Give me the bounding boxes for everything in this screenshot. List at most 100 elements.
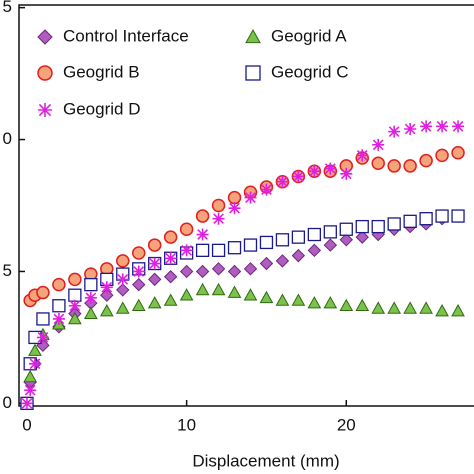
marker — [147, 238, 162, 252]
marker — [68, 288, 82, 302]
marker — [259, 290, 274, 304]
marker — [131, 246, 146, 260]
marker — [23, 369, 38, 383]
marker — [28, 343, 42, 356]
marker — [227, 241, 242, 255]
y-tick-label: 0 — [3, 129, 12, 148]
marker — [404, 122, 417, 135]
marker — [339, 222, 353, 236]
marker — [52, 312, 65, 325]
marker — [211, 243, 226, 257]
marker — [308, 165, 321, 178]
marker — [163, 293, 178, 306]
marker — [147, 272, 162, 287]
marker — [323, 238, 338, 252]
marker — [211, 262, 226, 276]
marker — [115, 301, 130, 314]
marker — [179, 222, 194, 236]
marker — [83, 306, 98, 319]
marker — [52, 277, 66, 292]
marker — [355, 230, 369, 244]
marker — [260, 183, 273, 196]
marker — [451, 303, 465, 317]
x-axis-label: Displacement (mm) — [192, 451, 339, 470]
marker — [355, 219, 369, 234]
marker — [24, 384, 37, 397]
x-tick-label: 10 — [177, 415, 196, 434]
marker — [196, 228, 209, 241]
marker — [419, 301, 433, 314]
marker — [68, 272, 82, 287]
marker — [37, 65, 53, 81]
marker — [245, 28, 261, 44]
marker — [436, 120, 449, 133]
marker — [100, 281, 113, 294]
marker — [339, 298, 354, 312]
marker — [371, 219, 385, 234]
marker — [116, 283, 130, 297]
marker — [37, 29, 53, 45]
marker — [371, 156, 385, 171]
marker — [195, 264, 210, 279]
marker — [451, 145, 465, 160]
marker — [435, 303, 449, 317]
legend-label: Geogrid D — [63, 99, 140, 118]
marker — [387, 159, 401, 173]
marker — [419, 153, 433, 168]
marker — [339, 233, 353, 247]
marker — [163, 230, 178, 244]
y-tick-label: 5 — [3, 0, 12, 16]
x-tick-label: 20 — [337, 415, 356, 434]
marker — [276, 175, 289, 188]
marker — [372, 138, 385, 151]
marker — [323, 225, 337, 239]
marker — [435, 209, 449, 223]
marker — [195, 243, 210, 257]
marker — [227, 264, 242, 279]
marker — [451, 209, 465, 223]
marker — [245, 65, 261, 81]
marker — [180, 244, 193, 257]
marker — [195, 209, 210, 223]
marker — [38, 103, 52, 117]
marker — [387, 301, 402, 314]
marker — [355, 298, 370, 312]
marker — [212, 212, 225, 225]
marker — [195, 282, 210, 296]
marker — [403, 159, 417, 173]
marker — [259, 235, 274, 250]
marker — [147, 296, 162, 309]
marker — [227, 285, 242, 298]
marker — [420, 120, 433, 133]
marker — [68, 311, 82, 325]
marker — [68, 299, 81, 312]
marker — [132, 265, 145, 278]
marker — [179, 264, 194, 279]
marker — [28, 357, 41, 370]
marker — [371, 301, 386, 314]
marker — [387, 217, 401, 231]
legend-label: Geogrid C — [271, 62, 348, 81]
marker — [36, 312, 50, 326]
marker — [99, 303, 114, 317]
marker — [356, 149, 369, 162]
marker — [36, 285, 50, 300]
marker — [20, 397, 33, 410]
marker — [275, 293, 290, 306]
marker — [84, 277, 98, 292]
y-tick-label: 0 — [3, 393, 12, 412]
marker — [243, 288, 258, 301]
marker — [307, 227, 322, 242]
marker — [291, 230, 306, 244]
marker — [243, 238, 258, 252]
marker — [403, 301, 417, 314]
marker — [164, 252, 177, 265]
marker — [132, 277, 146, 292]
y-tick-label: 5 — [3, 261, 12, 280]
marker — [388, 125, 401, 138]
legend-label: Geogrid B — [63, 62, 140, 81]
marker — [275, 233, 290, 247]
marker — [148, 257, 161, 270]
marker — [323, 296, 338, 309]
